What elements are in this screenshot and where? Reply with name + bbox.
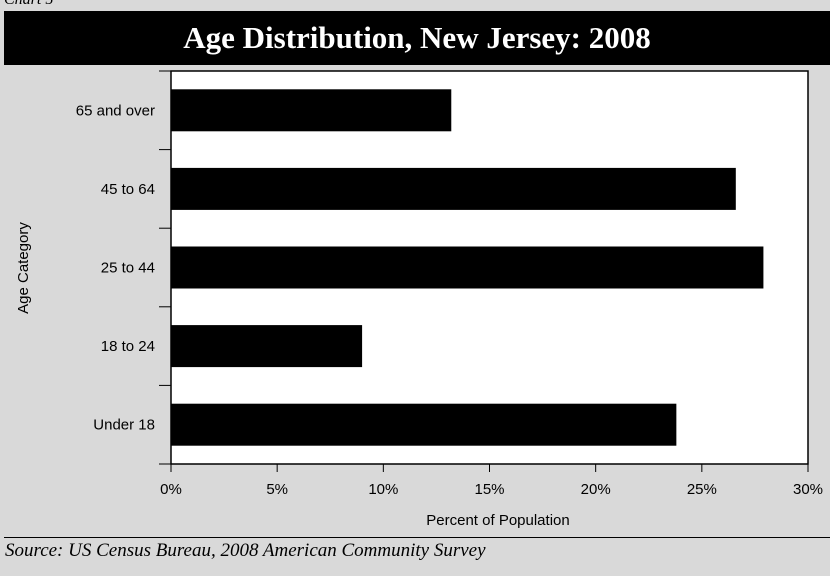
x-tick-label: 10% xyxy=(368,481,398,498)
y-tick-label: 65 and over xyxy=(76,102,155,119)
x-tick-label: 0% xyxy=(160,481,182,498)
x-tick-label: 20% xyxy=(581,481,611,498)
bar-under-18 xyxy=(171,404,676,446)
y-tick-label: 18 to 24 xyxy=(101,338,155,355)
y-tick-marks xyxy=(159,71,171,464)
x-tick-labels: 0% 5% 10% 15% 20% 25% 30% xyxy=(160,481,823,498)
bar-65-and-over xyxy=(171,89,451,131)
y-tick-label: 45 to 64 xyxy=(101,181,155,198)
bar-25-to-44 xyxy=(171,247,763,289)
y-tick-label: Under 18 xyxy=(93,417,155,434)
x-tick-label: 25% xyxy=(687,481,717,498)
y-tick-label: 25 to 44 xyxy=(101,260,155,277)
x-tick-label: 15% xyxy=(474,481,504,498)
bar-45-to-64 xyxy=(171,168,736,210)
source-note: Source: US Census Bureau, 2008 American … xyxy=(5,540,486,562)
x-tick-label: 5% xyxy=(266,481,288,498)
y-axis-title: Age Category xyxy=(15,222,32,314)
y-tick-labels: Under 18 18 to 24 25 to 44 45 to 64 65 and o… xyxy=(76,102,155,433)
x-tick-label: 30% xyxy=(793,481,823,498)
bar-18-to-24 xyxy=(171,325,362,367)
source-divider xyxy=(4,537,830,538)
x-tick-marks xyxy=(171,464,808,472)
x-axis-title: Percent of Population xyxy=(426,512,569,529)
